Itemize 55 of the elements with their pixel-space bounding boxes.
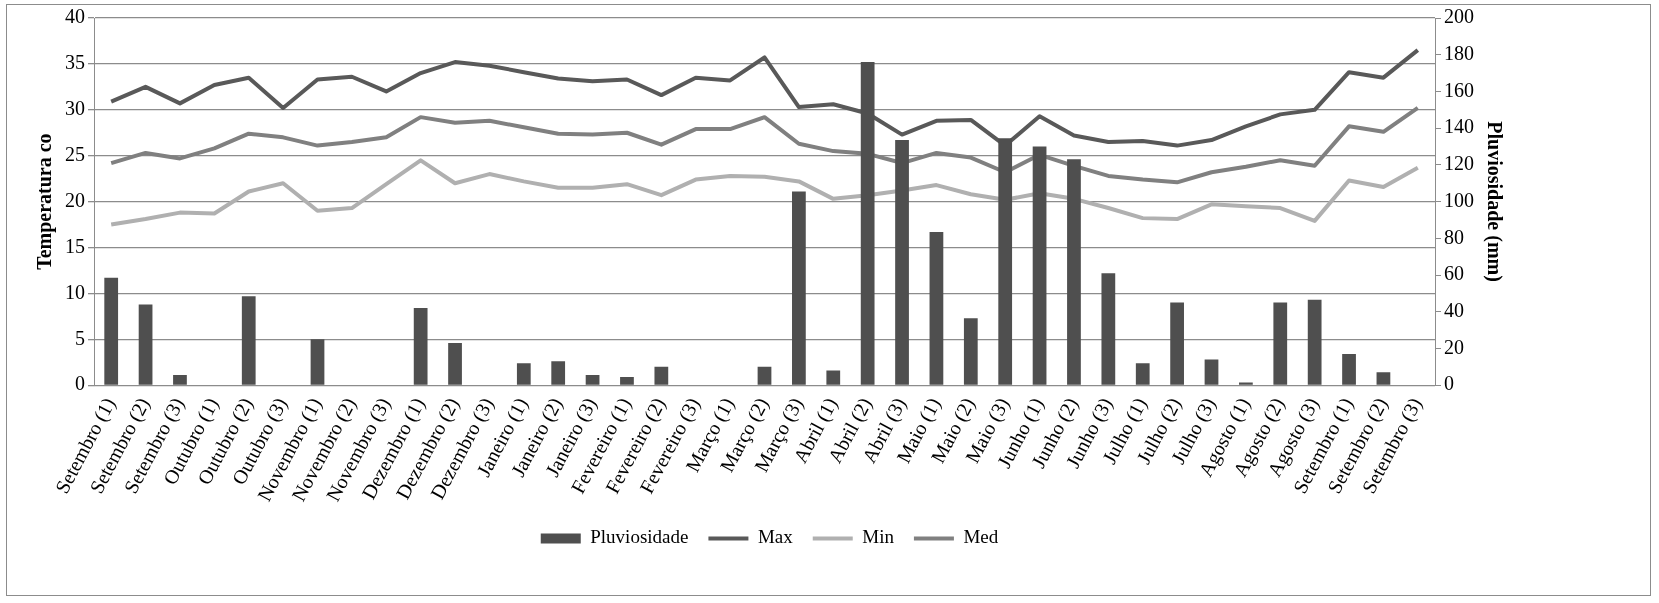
- bar: [448, 342, 462, 385]
- bar: [1032, 146, 1047, 385]
- y-tick-label: 0: [75, 372, 85, 395]
- y2-tick-label: 120: [1444, 152, 1474, 175]
- legend-label: Max: [757, 526, 794, 548]
- y2-tick-label: 40: [1444, 299, 1464, 322]
- bar: [1135, 363, 1150, 385]
- y2-tick-label: 20: [1444, 335, 1464, 358]
- bar: [620, 376, 634, 385]
- bar: [104, 277, 119, 385]
- y-tick-label: 20: [65, 188, 85, 211]
- y2-tick-label: 60: [1444, 262, 1464, 285]
- bar: [310, 339, 325, 385]
- bar: [1101, 273, 1116, 385]
- bar: [1067, 159, 1081, 385]
- y2-tick-label: 180: [1444, 41, 1474, 64]
- y2-tick-label: 140: [1444, 115, 1474, 138]
- bar: [551, 361, 566, 385]
- bar: [1376, 372, 1391, 385]
- bar: [654, 366, 669, 385]
- y2-tick-label: 160: [1444, 78, 1474, 101]
- bar: [138, 304, 153, 385]
- legend-label: Min: [862, 526, 895, 548]
- y-tick-label: 15: [65, 234, 85, 257]
- y-tick-label: 40: [65, 5, 85, 28]
- bar: [963, 318, 978, 385]
- y-tick-label: 5: [75, 326, 85, 349]
- bar: [929, 231, 944, 385]
- y-tick-label: 30: [65, 97, 85, 120]
- bar: [1204, 359, 1219, 385]
- legend-label: Pluviosidade: [590, 526, 689, 548]
- bar: [792, 191, 806, 385]
- y2-tick-label: 100: [1444, 188, 1474, 211]
- bar: [516, 363, 531, 385]
- y-tick-label: 10: [65, 280, 85, 303]
- y-axis-title: Temperatura co: [33, 133, 57, 270]
- bar: [413, 308, 428, 385]
- y-tick-label: 35: [65, 51, 85, 74]
- legend-label: Med: [963, 526, 999, 548]
- bar: [1170, 302, 1184, 385]
- bar: [895, 140, 909, 385]
- bar: [241, 296, 256, 385]
- bar: [1342, 353, 1356, 385]
- y2-axis-title: Pluviosidade (mm): [1482, 121, 1506, 282]
- bar: [757, 366, 772, 385]
- y-tick-label: 25: [65, 142, 85, 165]
- bar: [585, 375, 600, 385]
- y2-tick-label: 80: [1444, 225, 1464, 248]
- bar: [1273, 302, 1288, 385]
- bar: [173, 375, 187, 385]
- bar: [1239, 382, 1253, 385]
- y2-tick-label: 0: [1444, 372, 1454, 395]
- y2-tick-label: 200: [1444, 5, 1474, 28]
- bar: [1307, 299, 1322, 385]
- bar: [826, 370, 841, 385]
